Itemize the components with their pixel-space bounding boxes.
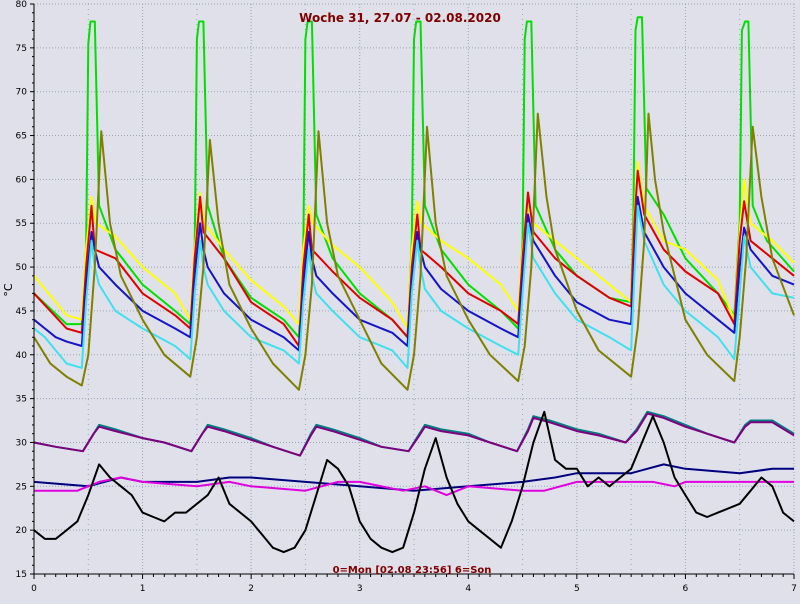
y-tick-label: 25: [16, 482, 27, 492]
series-line-5: [33, 204, 795, 369]
y-tick-label: 70: [16, 88, 28, 98]
y-tick-label: 80: [16, 0, 28, 10]
series-line-2: [33, 160, 795, 330]
chart-title: Woche 31, 27.07 - 02.08.2020: [299, 11, 501, 25]
x-tick-label: 6: [683, 584, 689, 594]
y-tick-label: 30: [16, 438, 28, 448]
series-line-11: [33, 410, 795, 554]
x-tick-label: 2: [248, 584, 254, 594]
y-axis-label: °C: [2, 283, 15, 297]
series-line-8: [33, 412, 795, 457]
y-tick-label: 55: [16, 219, 27, 229]
y-tick-label: 65: [16, 132, 27, 142]
y-tick-label: 35: [16, 395, 27, 405]
x-tick-label: 7: [791, 584, 797, 594]
series-group: [33, 16, 795, 554]
y-tick-label: 60: [16, 175, 28, 185]
x-tick-label: 5: [574, 584, 580, 594]
series-line-4: [33, 195, 795, 352]
series-line-3: [33, 169, 795, 347]
x-tick-label: 4: [465, 584, 471, 594]
series-line-10: [34, 476, 794, 497]
series-line-6: [33, 112, 795, 391]
y-tick-label: 75: [16, 44, 27, 54]
y-tick-label: 15: [16, 570, 27, 580]
x-tick-label: 0: [31, 584, 37, 594]
x-tick-label: 1: [140, 584, 146, 594]
y-tick-label: 20: [16, 526, 28, 536]
chart-footer: 0=Mon [02.08 23:56] 6=Son: [333, 565, 492, 576]
x-tick-label: 3: [357, 584, 363, 594]
y-tick-label: 45: [16, 307, 27, 317]
y-tick-label: 50: [16, 263, 28, 273]
series-line-1: [33, 16, 795, 339]
y-tick-label: 40: [16, 351, 28, 361]
